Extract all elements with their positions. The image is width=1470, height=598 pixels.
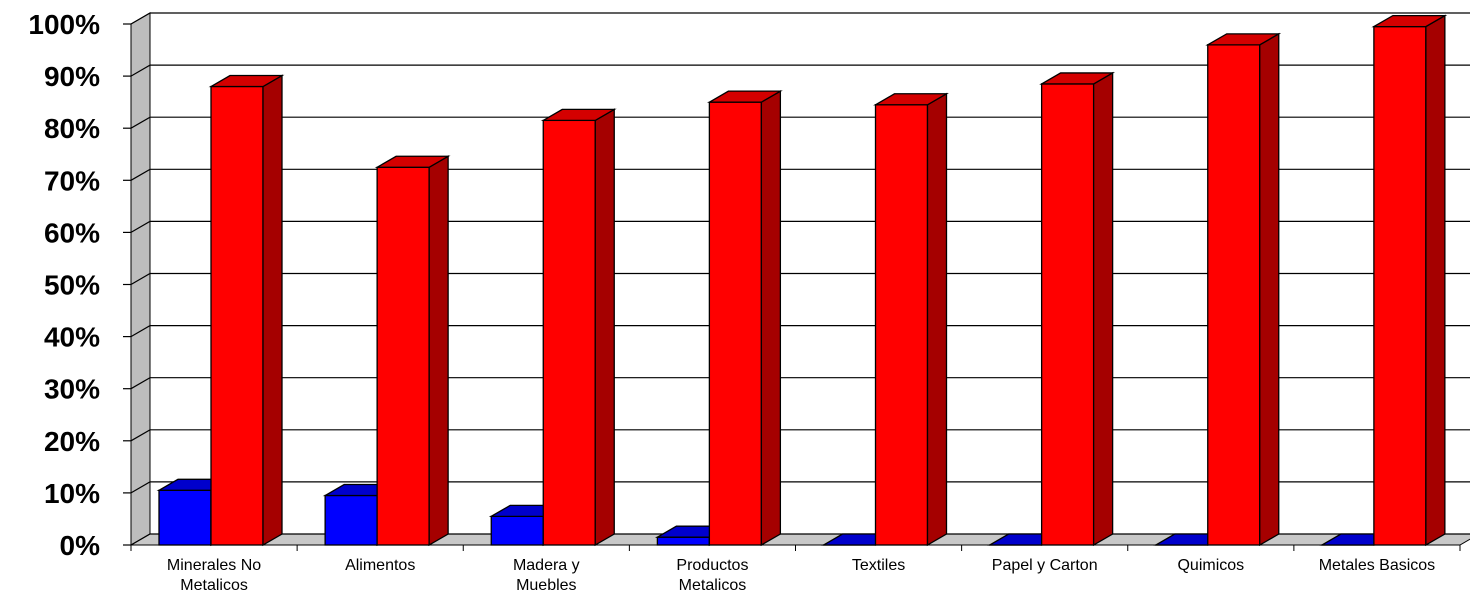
y-tick-label: 0% [60, 530, 101, 561]
bar-top [1371, 14, 1448, 28]
bar-side [1425, 14, 1446, 547]
bar-front [376, 166, 430, 546]
bar-front [1207, 44, 1261, 546]
x-tick-label: Textiles [852, 557, 905, 574]
x-tick-label: Papel y Carton [992, 557, 1098, 574]
y-tick-label: 10% [44, 478, 100, 509]
bar [1039, 71, 1116, 547]
y-tick-label: 90% [44, 61, 100, 92]
bar-top [1205, 33, 1282, 46]
x-tick-label: Alimentos [345, 557, 415, 574]
bar-front [210, 85, 264, 546]
bar-front [656, 536, 711, 546]
y-tick-label: 60% [44, 217, 100, 248]
gridline [130, 377, 1470, 390]
gridline [130, 168, 1470, 181]
x-tick-label: Quimicos [1177, 557, 1244, 574]
bar-top [374, 155, 451, 168]
bar-side [1259, 32, 1280, 547]
bar-side [262, 74, 283, 547]
bar-front [1040, 83, 1095, 546]
x-tick-label: Productos Metalicos [676, 557, 748, 594]
bar-top [873, 93, 949, 106]
gridlines [123, 12, 1470, 551]
bar-top [208, 74, 285, 88]
gridline [130, 64, 1470, 77]
x-tick-label-line: Muebles [516, 577, 576, 594]
bar-side [760, 90, 782, 547]
bar [706, 90, 783, 547]
bar-top [1039, 72, 1116, 85]
y-tick-label: 50% [44, 270, 100, 301]
gridline [130, 272, 1470, 286]
x-tick-label-line: Metalicos [180, 577, 248, 594]
y-tick-label: 70% [44, 165, 100, 196]
x-tick-label-line: Metales Basicos [1319, 557, 1436, 574]
x-tick-label-line: Textiles [852, 557, 905, 574]
bar-front [324, 494, 378, 546]
bar [208, 74, 285, 547]
y-axis-labels: 0% 10% 20% 30% 40% 50% 60% 70% 80% 90% 100% [28, 9, 100, 561]
x-tick-label-line: Minerales No [167, 557, 261, 574]
y-tick-label: 20% [44, 426, 100, 457]
bar [540, 108, 617, 547]
bar-top [706, 90, 783, 103]
y-tick-label: 80% [44, 113, 100, 144]
y-tick-label: 30% [44, 374, 100, 405]
x-axis-labels: Minerales No Metalicos Alimentos Madera y Mu… [167, 557, 1435, 594]
bar-top [540, 108, 617, 122]
y-tick-label: 40% [44, 322, 100, 353]
bar-front [874, 104, 929, 546]
bar-side [1092, 71, 1114, 547]
gridline [130, 220, 1470, 233]
gridline [130, 325, 1470, 338]
x-tick-label-line: Madera y [513, 557, 580, 574]
x-tick-label-line: Papel y Carton [992, 557, 1098, 574]
gridline [130, 12, 1470, 25]
bar-side [428, 155, 449, 547]
gridline [130, 481, 1470, 494]
x-tick-label-line: Alimentos [345, 557, 415, 574]
x-tick-label: Metales Basicos [1319, 557, 1436, 574]
x-tick-label: Madera y Muebles [513, 557, 580, 594]
x-tick-label: Minerales No Metalicos [167, 557, 261, 594]
bar [873, 92, 949, 547]
bar [374, 155, 451, 547]
x-tick-label-line: Metalicos [679, 577, 747, 594]
bar-front [158, 489, 212, 546]
bar-front [542, 119, 596, 546]
bar-front [1373, 25, 1427, 546]
bar [1371, 14, 1448, 547]
bar [1205, 32, 1282, 547]
gridline [130, 429, 1470, 442]
x-tick-label-line: Productos [676, 557, 748, 574]
bar-side [926, 92, 948, 547]
gridline [130, 116, 1470, 129]
bar-side [594, 108, 615, 547]
x-tick-label-line: Quimicos [1177, 557, 1244, 574]
y-tick-label: 100% [28, 9, 100, 40]
bars [156, 14, 1448, 547]
bar-front [708, 101, 763, 546]
bar-front [490, 515, 544, 546]
